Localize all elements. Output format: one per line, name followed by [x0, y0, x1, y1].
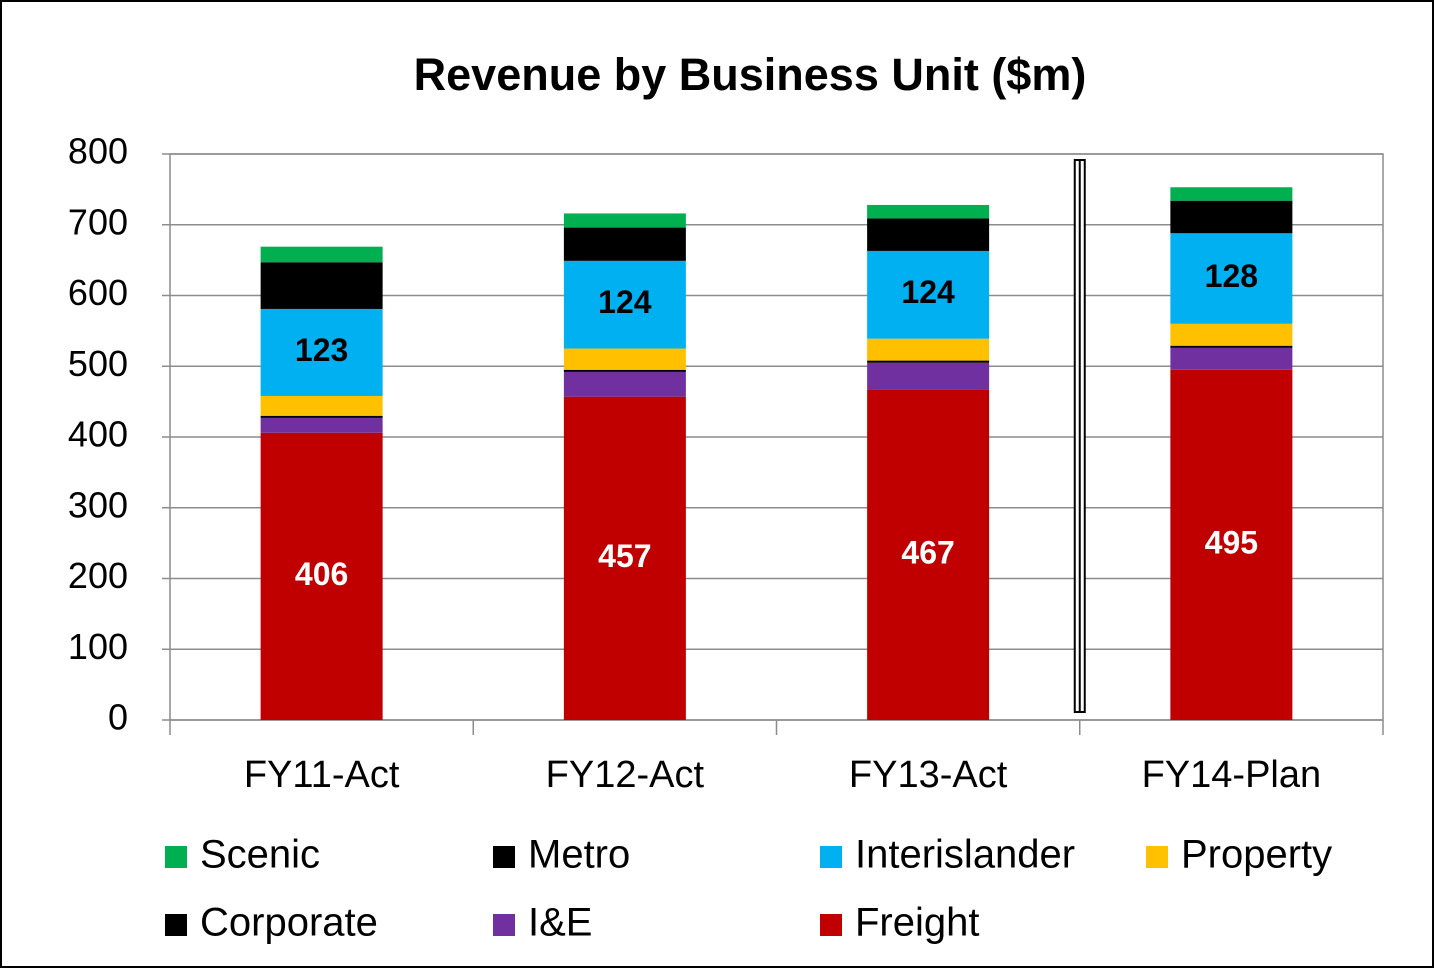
- bar-segment: [867, 204, 990, 219]
- data-label: 123: [295, 332, 348, 368]
- bar-segment: [867, 218, 990, 251]
- bar-segment: [867, 250, 990, 339]
- legend-swatch: [165, 846, 187, 868]
- legend-swatch: [165, 914, 187, 936]
- bar-segment: [260, 246, 383, 263]
- y-tick-label: 500: [68, 343, 128, 384]
- legend-label: Corporate: [200, 901, 378, 945]
- bar-segment: [1170, 187, 1293, 201]
- bar-segment: [1170, 369, 1293, 720]
- bar-segment: [1170, 323, 1293, 346]
- legend-swatch: [493, 846, 515, 868]
- bar-segment: [563, 260, 686, 349]
- bar-segment: [563, 369, 686, 372]
- data-label: 406: [295, 556, 348, 592]
- bar-segment: [260, 308, 383, 396]
- bar-segment: [260, 417, 383, 433]
- x-tick-label: FY14-Plan: [1142, 754, 1322, 796]
- bar-segment: [1170, 233, 1293, 324]
- bar-segment: [563, 396, 686, 720]
- bar-segment: [563, 348, 686, 370]
- data-label: 128: [1205, 258, 1258, 294]
- chart-title: Revenue by Business Unit ($m): [414, 49, 1087, 100]
- bar-segment: [1170, 347, 1293, 370]
- y-tick-label: 600: [68, 272, 128, 313]
- legend-label: Scenic: [200, 833, 320, 877]
- legend-swatch: [493, 914, 515, 936]
- legend-label: Freight: [855, 901, 980, 945]
- bar-segment: [867, 362, 990, 390]
- y-tick-label: 800: [68, 131, 128, 172]
- bar-segment: [867, 389, 990, 720]
- data-label: 124: [598, 284, 652, 320]
- bar-segment: [260, 432, 383, 720]
- bar-segment: [1170, 345, 1293, 348]
- x-tick-label: FY13-Act: [849, 754, 1008, 796]
- bar-segment: [563, 213, 686, 228]
- data-label: 467: [901, 534, 954, 570]
- data-label: 495: [1205, 524, 1258, 560]
- data-label: 457: [598, 538, 651, 574]
- x-tick-label: FY12-Act: [546, 754, 705, 796]
- legend-swatch: [820, 846, 842, 868]
- data-label: 124: [901, 274, 955, 310]
- bar-segment: [867, 338, 990, 361]
- legend-swatch: [1146, 846, 1168, 868]
- bar-segment: [260, 395, 383, 416]
- y-tick-label: 700: [68, 201, 128, 242]
- bar-segment: [260, 262, 383, 309]
- y-tick-label: 300: [68, 484, 128, 525]
- legend-label: Metro: [528, 833, 630, 877]
- y-tick-label: 200: [68, 555, 128, 596]
- legend-label: Interislander: [855, 833, 1075, 877]
- bar-segment: [563, 227, 686, 261]
- x-tick-label: FY11-Act: [244, 754, 400, 796]
- legend-swatch: [820, 914, 842, 936]
- y-tick-label: 0: [108, 697, 128, 738]
- bar-segment: [260, 415, 383, 418]
- legend-label: Property: [1181, 833, 1332, 877]
- bar-segment: [867, 360, 990, 363]
- bar-segment: [563, 371, 686, 397]
- y-tick-label: 400: [68, 414, 128, 455]
- bar-segment: [1170, 200, 1293, 234]
- y-tick-label: 100: [68, 626, 128, 667]
- legend-label: I&E: [528, 901, 592, 945]
